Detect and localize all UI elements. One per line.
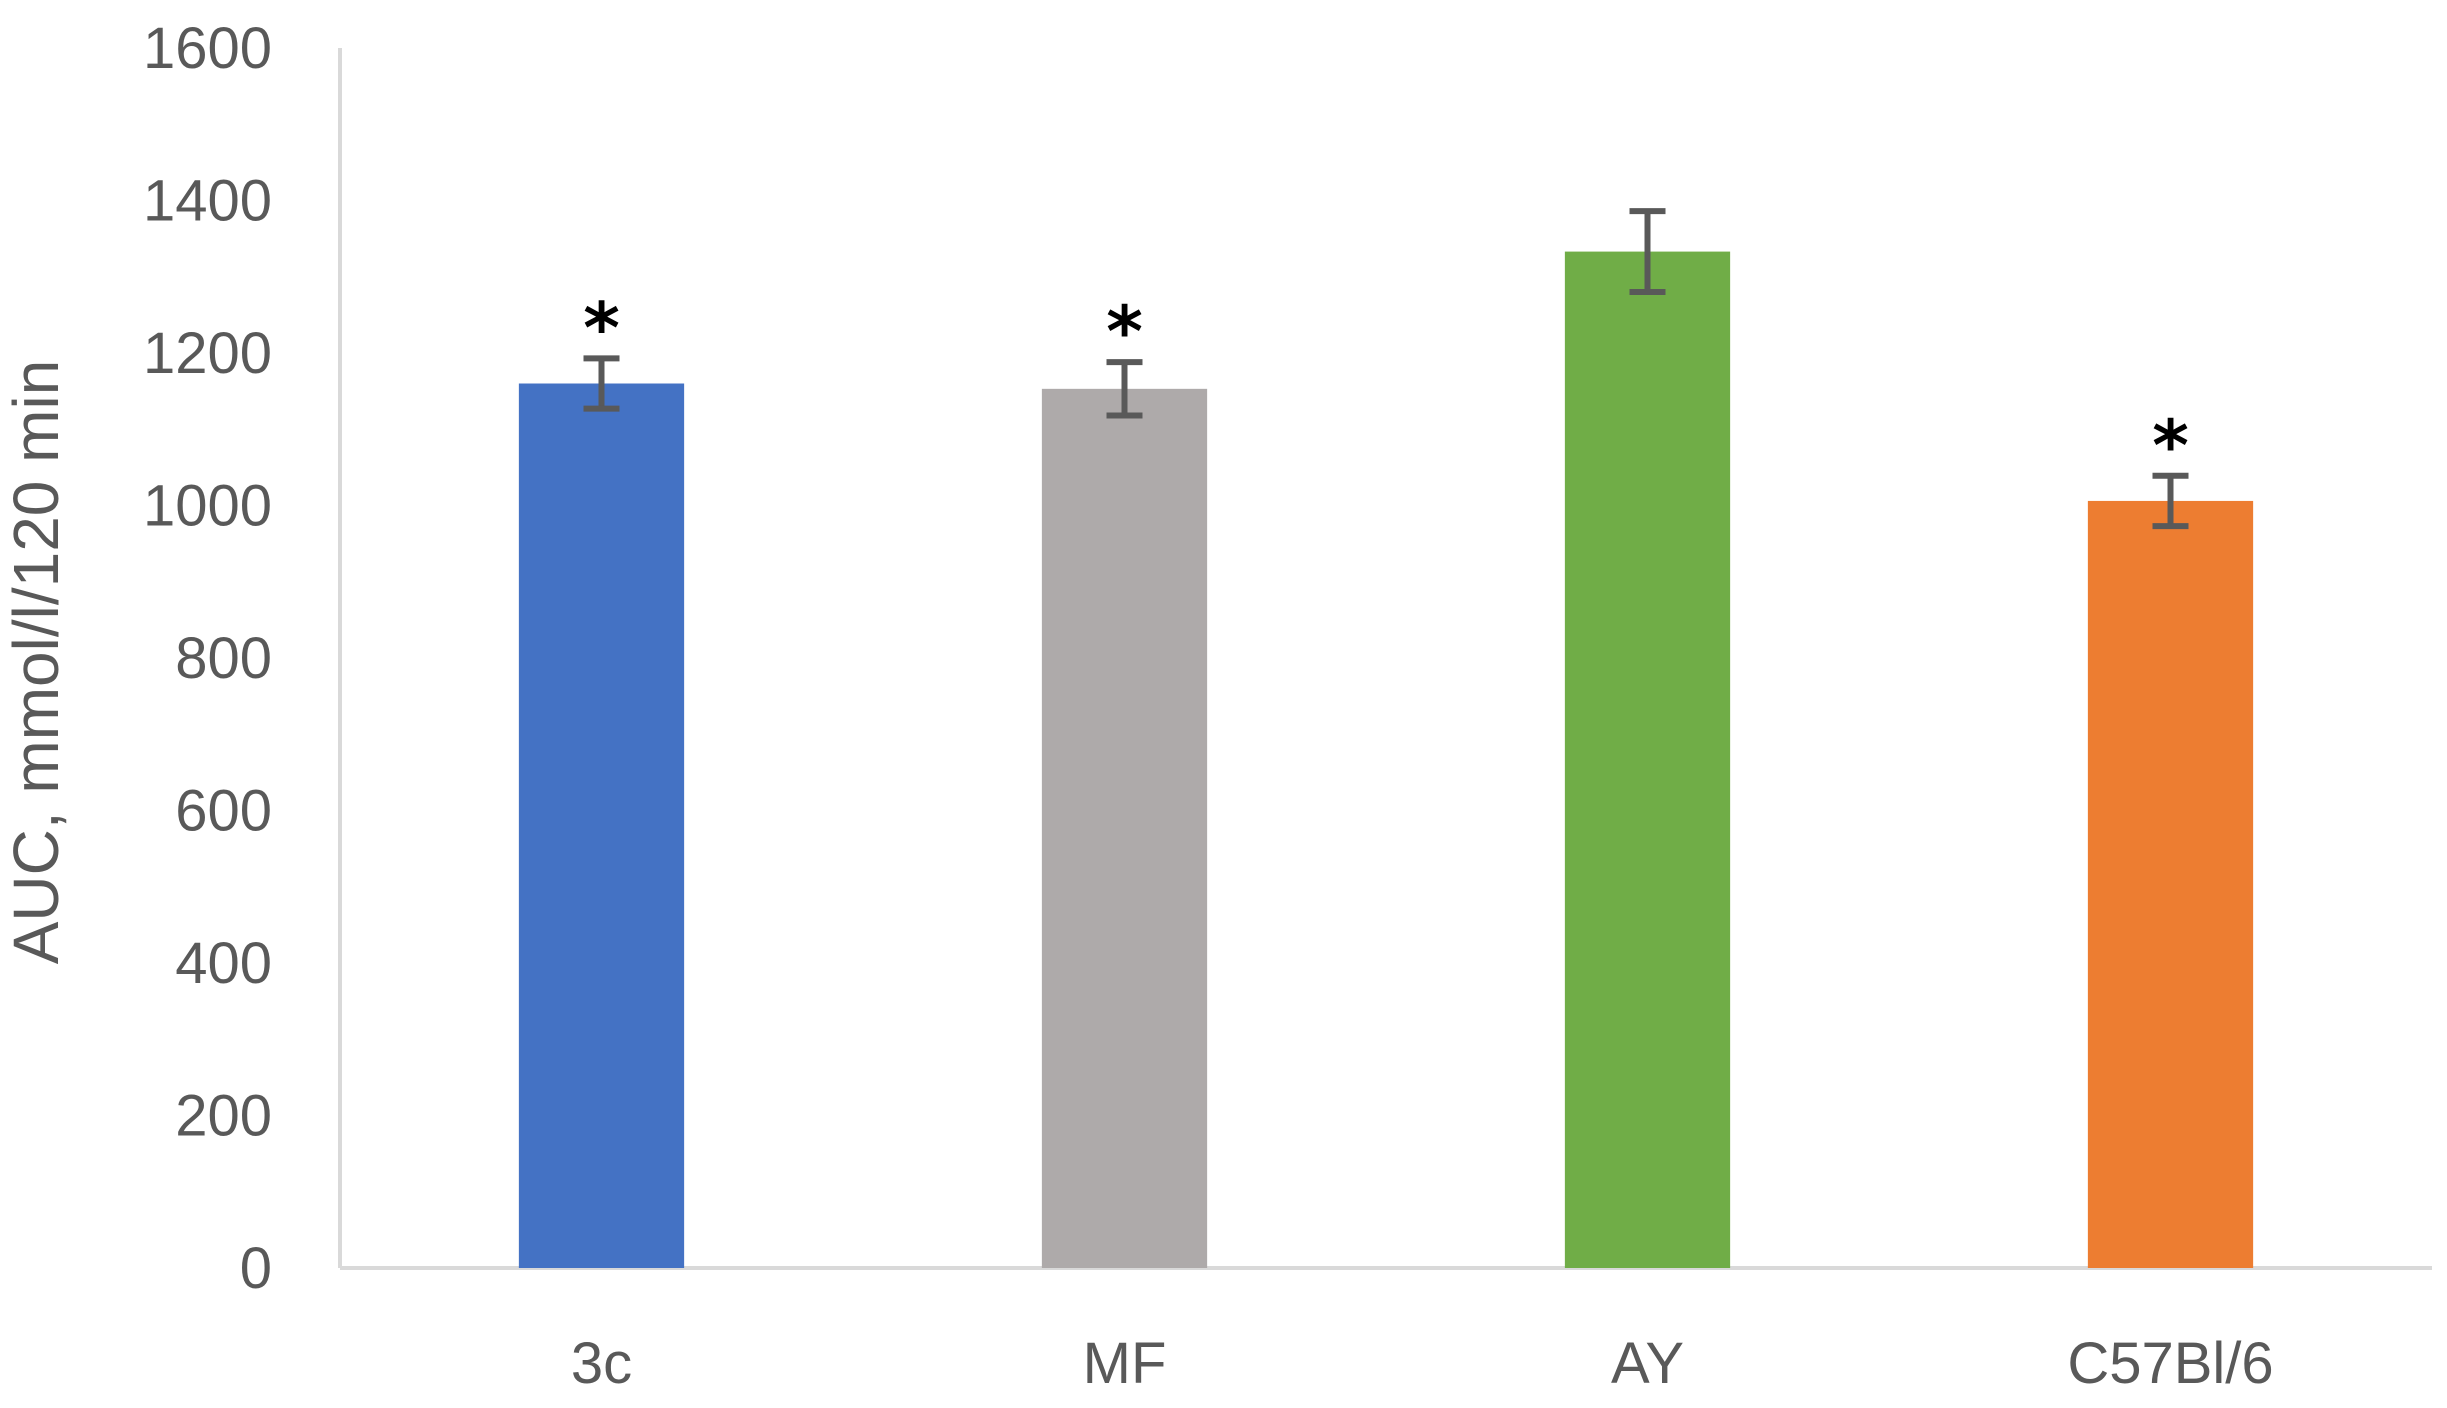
category-label: 3c [571,1331,632,1396]
error-bar [583,355,620,412]
bar [2087,500,2254,1268]
y-axis-title-layer: AUC, mmol/l/120 min [0,360,72,965]
y-tick-label: 200 [175,1084,272,1149]
significance-marks: * * * [583,287,2189,486]
y-tick-labels: 0 200 400 600 800 1000 1200 1400 1600 [143,16,272,1301]
y-tick-label: 1000 [143,474,272,539]
category-label: MF [1083,1331,1167,1396]
y-axis-title: AUC, mmol/l/120 min [0,360,72,965]
y-tick-label: 1200 [143,321,272,386]
y-tick-label: 800 [175,626,272,691]
error-bar [1629,208,1666,295]
y-tick-label: 1600 [143,16,272,81]
error-bar [2152,472,2189,530]
category-labels: 3c MF AY C57Bl/6 [571,1331,2274,1396]
error-bar [1106,359,1143,419]
significance-mark: * [2152,405,2189,487]
significance-mark: * [1106,291,1143,373]
bars [518,251,2254,1268]
error-bars [583,208,2189,530]
bar [1041,388,1208,1268]
y-tick-label: 600 [175,779,272,844]
category-label: AY [1611,1331,1684,1396]
axes-layer [338,48,2432,1270]
bar [1564,251,1731,1268]
y-tick-label: 1400 [143,169,272,234]
y-tick-label: 400 [175,931,272,996]
y-tick-label: 0 [240,1236,272,1301]
significance-mark: * [583,287,620,369]
bar [518,383,685,1268]
category-label: C57Bl/6 [2067,1331,2273,1396]
